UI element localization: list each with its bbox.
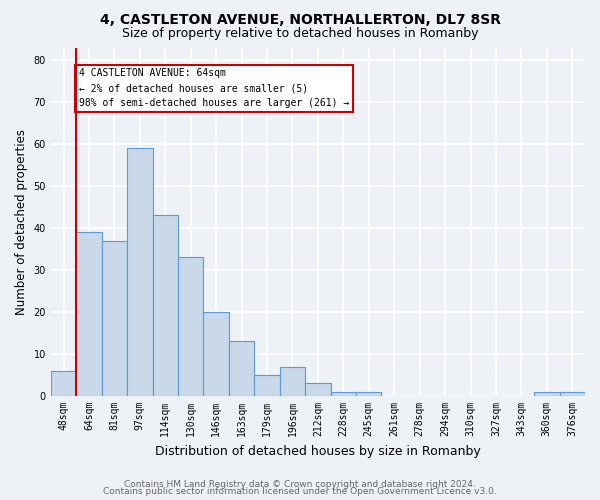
Bar	[101, 240, 127, 396]
Bar	[280, 366, 305, 396]
Bar	[331, 392, 356, 396]
Bar	[254, 375, 280, 396]
Bar	[178, 258, 203, 396]
Y-axis label: Number of detached properties: Number of detached properties	[15, 129, 28, 315]
Text: 4, CASTLETON AVENUE, NORTHALLERTON, DL7 8SR: 4, CASTLETON AVENUE, NORTHALLERTON, DL7 …	[100, 12, 500, 26]
Bar	[305, 384, 331, 396]
Bar	[356, 392, 382, 396]
X-axis label: Distribution of detached houses by size in Romanby: Distribution of detached houses by size …	[155, 444, 481, 458]
Text: Size of property relative to detached houses in Romanby: Size of property relative to detached ho…	[122, 28, 478, 40]
Bar	[152, 216, 178, 396]
Bar	[76, 232, 101, 396]
Bar	[560, 392, 585, 396]
Bar	[203, 312, 229, 396]
Text: Contains public sector information licensed under the Open Government Licence v3: Contains public sector information licen…	[103, 488, 497, 496]
Bar	[229, 342, 254, 396]
Bar	[127, 148, 152, 396]
Bar	[534, 392, 560, 396]
Bar	[51, 371, 76, 396]
Text: Contains HM Land Registry data © Crown copyright and database right 2024.: Contains HM Land Registry data © Crown c…	[124, 480, 476, 489]
Text: 4 CASTLETON AVENUE: 64sqm
← 2% of detached houses are smaller (5)
98% of semi-de: 4 CASTLETON AVENUE: 64sqm ← 2% of detach…	[79, 68, 349, 108]
